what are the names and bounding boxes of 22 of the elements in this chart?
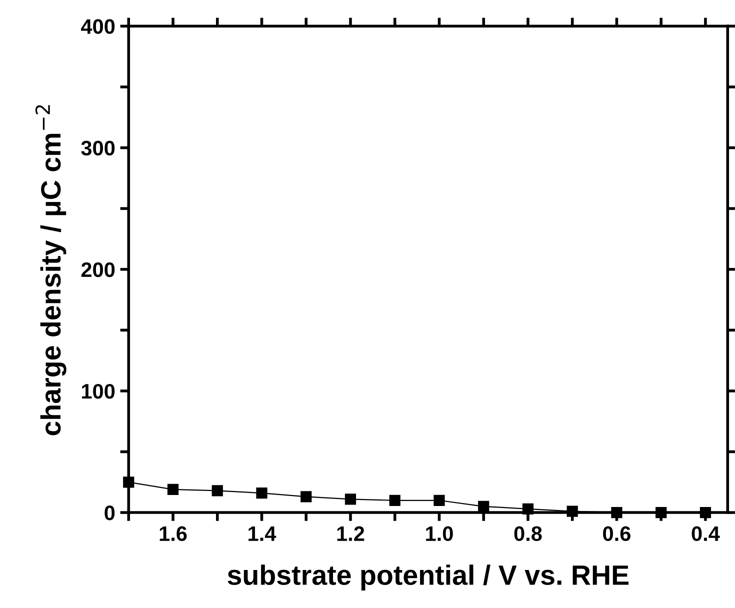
point — [300, 491, 312, 502]
point — [212, 485, 223, 496]
point — [389, 494, 400, 506]
point — [256, 488, 268, 499]
y-tick-label: 0 — [104, 506, 115, 520]
x-tick-label: 1.2 — [337, 526, 364, 541]
x-tick-label: 1.6 — [160, 526, 187, 542]
x-tick-label: 1.0 — [426, 526, 453, 542]
x-tick-label: 0.4 — [692, 526, 720, 542]
point — [167, 484, 179, 495]
x-tick-label: 0.6 — [603, 526, 630, 542]
y-tick-label: 400 — [80, 19, 115, 34]
point — [344, 494, 356, 505]
y-axis-title: charge density / μC cm$^{−2}$ — [35, 105, 66, 436]
y-tick-label: 100 — [82, 384, 115, 399]
point — [478, 500, 490, 512]
x-axis-title: substrate potential / V vs. RHE — [228, 564, 629, 590]
x-tick-label: 1.4 — [248, 526, 276, 541]
y-tick-label: 300 — [81, 140, 115, 156]
x-tick-label: 0.8 — [514, 526, 542, 542]
point — [434, 494, 445, 506]
y-tick-label: 200 — [81, 262, 115, 278]
